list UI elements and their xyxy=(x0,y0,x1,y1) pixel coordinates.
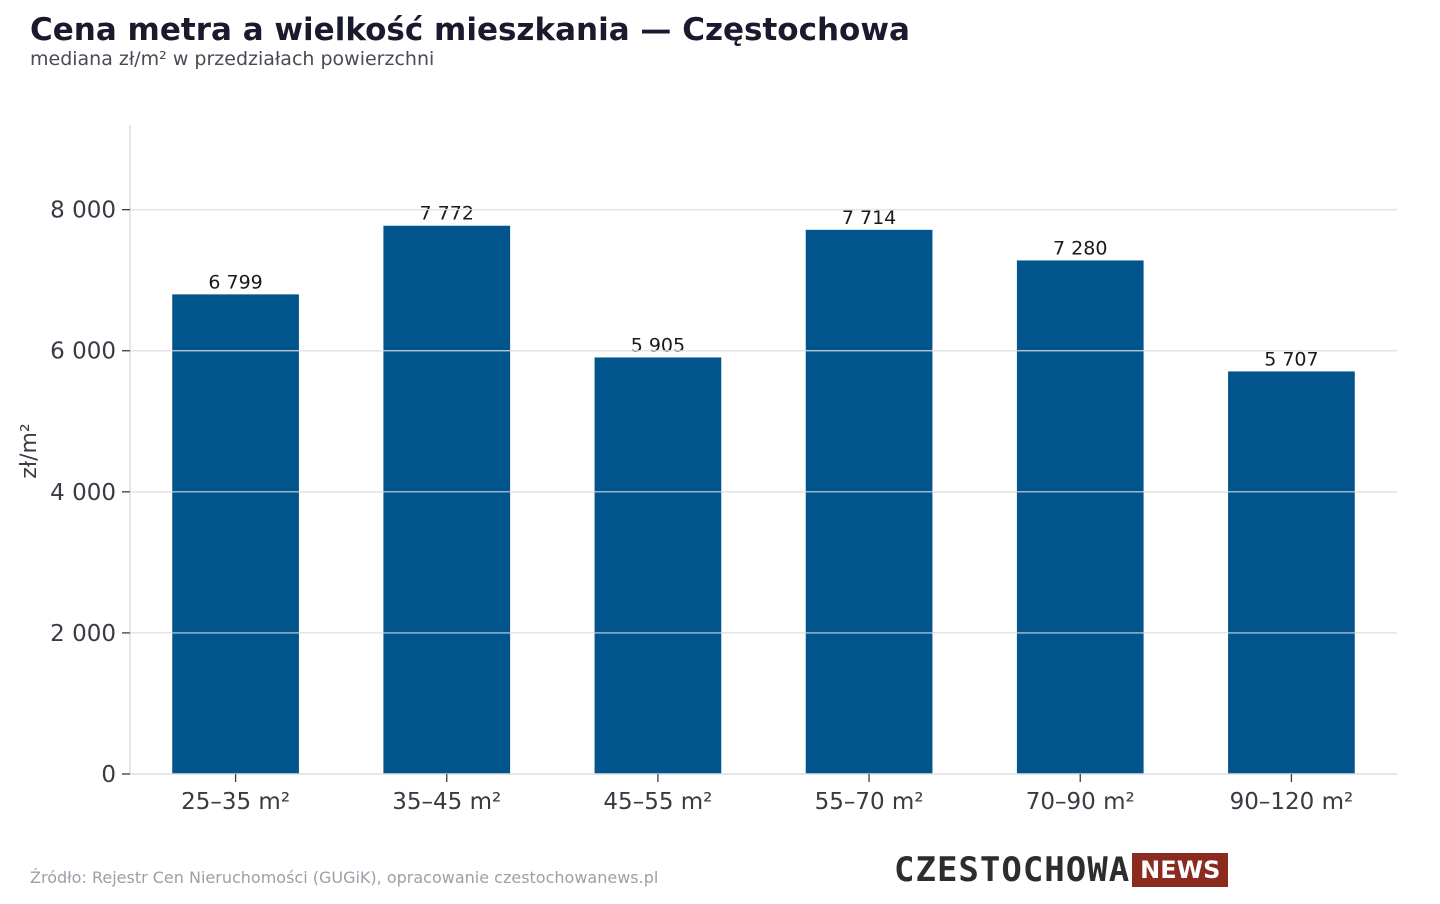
data-label: 7 280 xyxy=(1053,237,1107,259)
bar xyxy=(383,225,511,774)
y-tick-label: 6 000 xyxy=(50,339,116,365)
data-label: 5 707 xyxy=(1264,348,1318,370)
x-tick-label: 55–70 m² xyxy=(815,789,924,815)
data-label: 5 905 xyxy=(631,334,685,356)
x-tick-label: 45–55 m² xyxy=(603,789,712,815)
logo-tag: NEWS xyxy=(1132,853,1229,887)
bar xyxy=(594,357,722,774)
data-label: 7 772 xyxy=(420,203,474,225)
y-tick-label: 8 000 xyxy=(50,198,116,224)
bar xyxy=(805,229,933,774)
chart-title: Cena metra a wielkość mieszkania — Częst… xyxy=(30,12,910,48)
data-label: 6 799 xyxy=(208,271,262,293)
y-tick-label: 4 000 xyxy=(50,480,116,506)
source-note: Źródło: Rejestr Cen Nieruchomości (GUGiK… xyxy=(30,868,659,887)
x-tick-label: 25–35 m² xyxy=(181,789,290,815)
x-tick-label: 90–120 m² xyxy=(1230,789,1354,815)
y-axis-label: zł/m² xyxy=(17,423,42,478)
bar xyxy=(1228,371,1355,774)
y-tick-label: 2 000 xyxy=(50,621,116,647)
x-tick-label: 70–90 m² xyxy=(1026,789,1135,815)
brand-logo: CZESTOCHOWA NEWS xyxy=(894,850,1229,890)
chart-subtitle: mediana zł/m² w przedziałach powierzchni xyxy=(30,48,435,70)
bar xyxy=(172,294,299,774)
bar xyxy=(1016,260,1144,774)
logo-wordmark: CZESTOCHOWA xyxy=(894,850,1131,890)
y-tick-label: 0 xyxy=(101,762,116,788)
data-label: 7 714 xyxy=(842,207,896,229)
x-tick-label: 35–45 m² xyxy=(392,789,501,815)
